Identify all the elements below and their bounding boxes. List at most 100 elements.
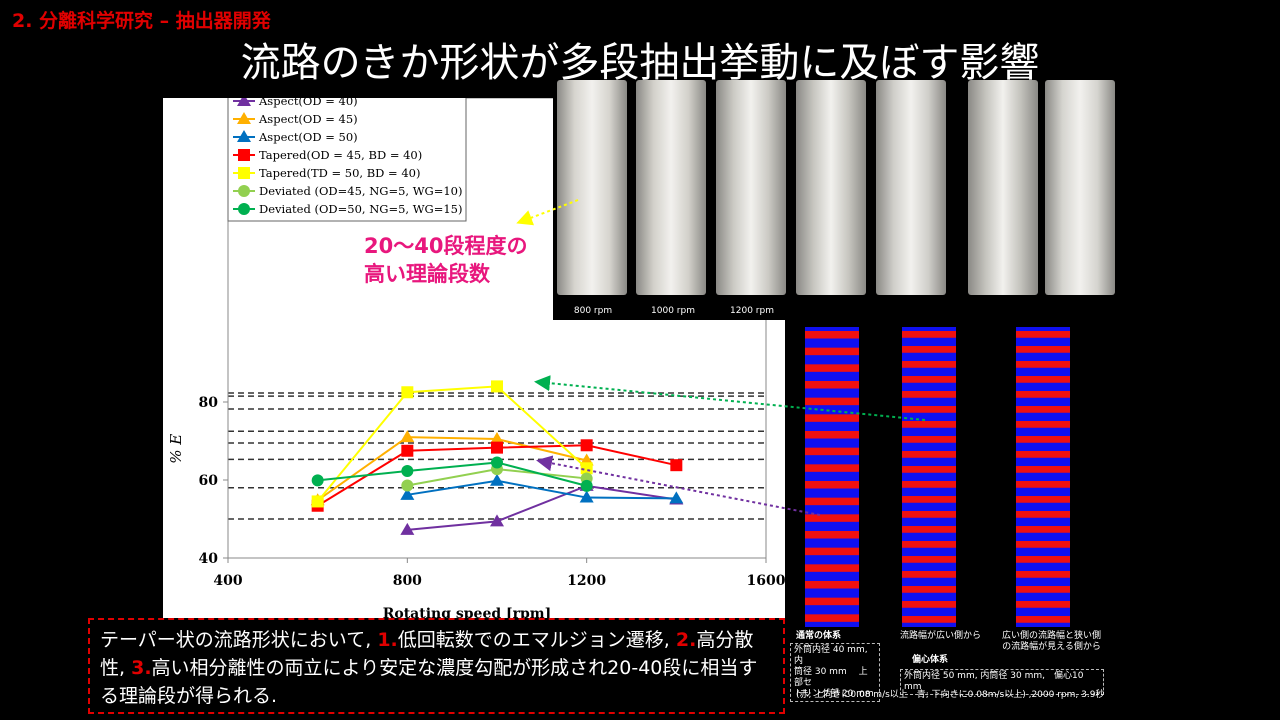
data-point bbox=[237, 94, 251, 106]
data-point bbox=[490, 514, 504, 527]
y-axis-label: % E bbox=[167, 434, 185, 464]
legend-entry: Deviated (OD=45, NG=5, WG=10) bbox=[259, 184, 463, 198]
red-band bbox=[1016, 391, 1070, 398]
rpm-label: 800 rpm bbox=[573, 306, 613, 316]
red-band bbox=[805, 464, 859, 472]
data-point bbox=[401, 444, 414, 457]
legend-entry: Deviated (OD=50, NG=5, WG=15) bbox=[259, 202, 463, 216]
tube-photo bbox=[636, 80, 706, 295]
tube-photo bbox=[557, 80, 627, 295]
red-band bbox=[902, 616, 956, 623]
red-band bbox=[1016, 361, 1070, 368]
red-band bbox=[902, 556, 956, 563]
data-point bbox=[491, 380, 503, 393]
red-band bbox=[1016, 556, 1070, 563]
red-band bbox=[1016, 586, 1070, 593]
rpm-label: 1000 rpm bbox=[651, 306, 695, 316]
y-tick-label: 80 bbox=[199, 395, 219, 411]
normal-spec: 外筒内径 40 mm, 内筒径 30 mm 上部セ トリング部 20 mm bbox=[790, 643, 880, 702]
red-band bbox=[902, 436, 956, 443]
red-band bbox=[805, 397, 859, 406]
column-body bbox=[902, 327, 956, 627]
red-band bbox=[805, 381, 859, 389]
simulation-column-1 bbox=[902, 327, 956, 627]
data-point bbox=[238, 167, 250, 179]
data-point bbox=[311, 495, 324, 508]
legend-entry: Tapered(TD = 50, BD = 40) bbox=[259, 166, 420, 180]
data-point bbox=[400, 430, 415, 443]
simulation-column-0 bbox=[805, 327, 859, 627]
red-band bbox=[902, 331, 956, 338]
legend-entry: Aspect(OD = 40) bbox=[258, 98, 358, 108]
red-band bbox=[902, 346, 956, 353]
section-heading: 2. 分離科学研究 – 抽出器開発 bbox=[12, 10, 271, 32]
page-title: 流路のきか形状が多段抽出挙動に及ぼす影響 bbox=[240, 40, 1040, 86]
rpm-label: 1200 rpm bbox=[730, 306, 774, 316]
data-point bbox=[238, 185, 250, 197]
legend-entry: Tapered(OD = 45, BD = 40) bbox=[259, 148, 422, 162]
red-band bbox=[1016, 406, 1070, 413]
x-tick-label: 400 bbox=[213, 573, 242, 589]
red-band bbox=[805, 481, 859, 489]
red-band bbox=[805, 547, 859, 556]
data-point bbox=[580, 479, 593, 492]
red-band bbox=[902, 586, 956, 593]
legend-box bbox=[227, 92, 467, 222]
red-band bbox=[805, 614, 859, 622]
red-band bbox=[902, 571, 956, 578]
data-point bbox=[490, 432, 504, 445]
red-band bbox=[1016, 451, 1070, 458]
column-body bbox=[1016, 327, 1070, 627]
legend-entry: Aspect(OD = 45) bbox=[258, 112, 358, 126]
red-band bbox=[902, 511, 956, 518]
red-band bbox=[805, 597, 859, 606]
red-band bbox=[1016, 421, 1070, 428]
data-point bbox=[580, 439, 593, 452]
data-point bbox=[311, 474, 324, 487]
red-band bbox=[902, 496, 956, 503]
summary-box: テーパー状の流路形状において, 1.低回転数でのエマルジョン遷移, 2.高分散性… bbox=[88, 618, 785, 714]
simulation-panel: 通常の体系 外筒内径 40 mm, 内筒径 30 mm 上部セ トリング部 20 … bbox=[790, 305, 1130, 720]
data-point bbox=[237, 112, 251, 124]
red-band bbox=[805, 564, 859, 572]
simulation-images bbox=[805, 327, 1070, 627]
legend-entry: Aspect(OD = 50) bbox=[258, 130, 358, 144]
red-band bbox=[1016, 616, 1070, 623]
red-band bbox=[805, 364, 859, 372]
x-tick-label: 1600 bbox=[747, 573, 785, 589]
label-wide: 流路幅が広い側から bbox=[900, 631, 982, 641]
eccentric-spec: 外筒内径 50 mm, 内筒径 30 mm, 偏心10 mm bbox=[900, 669, 1104, 695]
red-band bbox=[902, 376, 956, 383]
data-point bbox=[401, 465, 414, 478]
red-band bbox=[902, 391, 956, 398]
red-band bbox=[1016, 346, 1070, 353]
red-band bbox=[805, 347, 859, 356]
red-band bbox=[805, 431, 859, 439]
red-band bbox=[1016, 481, 1070, 488]
data-point bbox=[238, 203, 250, 215]
red-band bbox=[902, 526, 956, 533]
red-band bbox=[1016, 541, 1070, 548]
x-axis-label: Rotating speed [rpm] bbox=[383, 606, 552, 618]
red-band bbox=[805, 497, 859, 506]
stage-annotation: 20～40段程度の 高い理論段数 bbox=[364, 234, 528, 286]
x-tick-label: 800 bbox=[393, 573, 422, 589]
tube-photo bbox=[716, 80, 786, 295]
red-band bbox=[1016, 511, 1070, 518]
red-band bbox=[902, 361, 956, 368]
red-band bbox=[1016, 571, 1070, 578]
red-band bbox=[1016, 376, 1070, 383]
red-band bbox=[1016, 436, 1070, 443]
data-point bbox=[670, 459, 683, 472]
data-point bbox=[491, 456, 503, 469]
red-band bbox=[805, 447, 859, 456]
label-eccentric: 偏心体系 bbox=[912, 655, 949, 665]
red-band bbox=[1016, 466, 1070, 473]
data-point bbox=[238, 149, 250, 161]
data-point bbox=[400, 487, 415, 500]
data-point bbox=[401, 386, 414, 399]
label-normal: 通常の体系 bbox=[796, 631, 842, 641]
red-band bbox=[902, 421, 956, 428]
data-point bbox=[400, 522, 415, 535]
